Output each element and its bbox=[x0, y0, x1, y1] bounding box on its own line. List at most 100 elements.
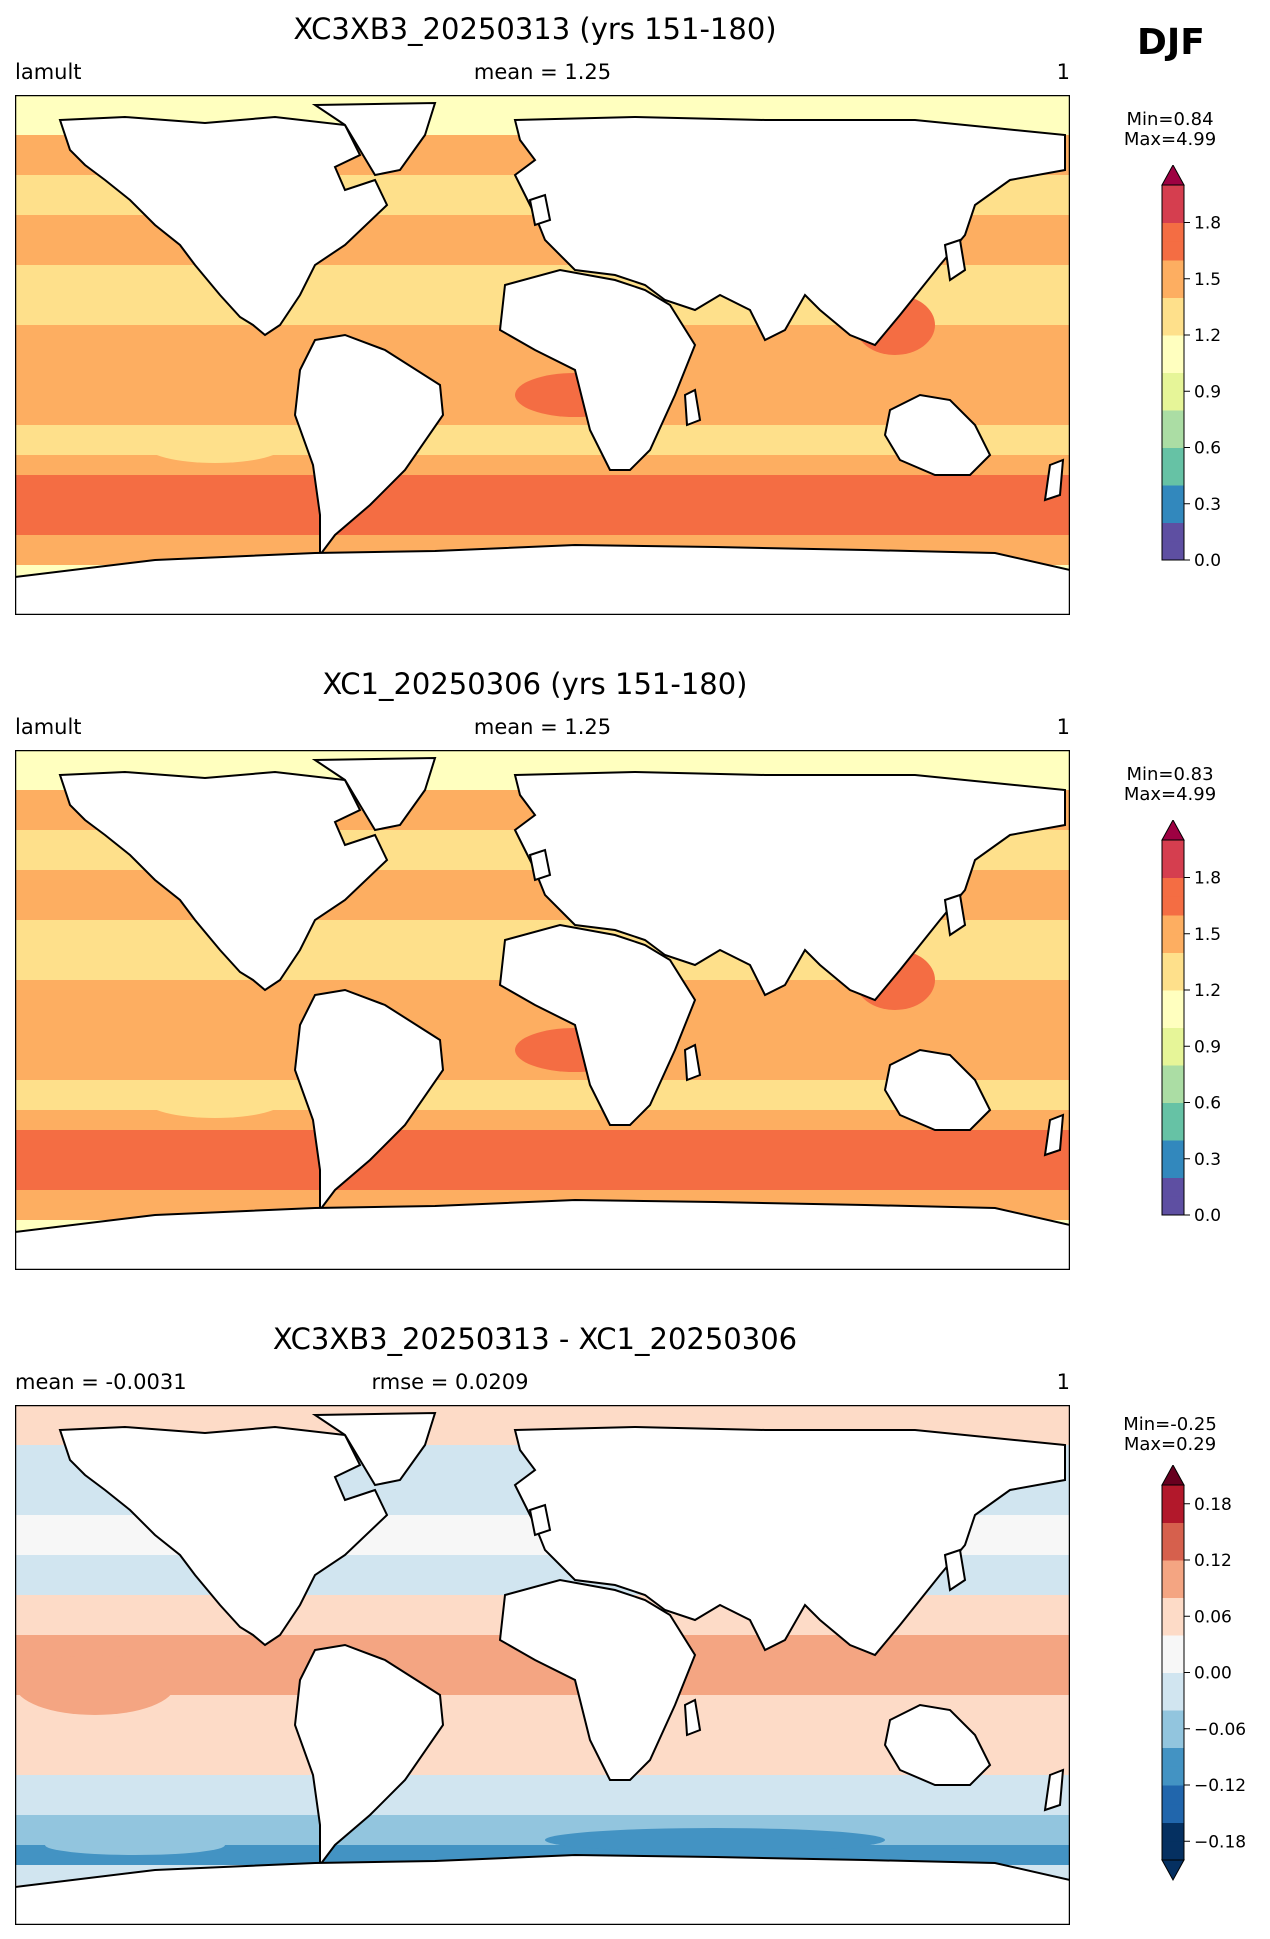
min-label: Min=0.83 bbox=[1126, 764, 1214, 785]
continent-japan bbox=[943, 238, 967, 282]
panel-mean-label: mean = -0.0031 bbox=[15, 1370, 187, 1394]
colorbar-segment bbox=[1162, 1541, 1184, 1561]
field-band bbox=[15, 1775, 1070, 1815]
colorbar-extend-max bbox=[1161, 820, 1185, 841]
map-frame bbox=[15, 750, 1070, 1270]
field-band bbox=[15, 1110, 1070, 1130]
continent-south-america bbox=[293, 988, 445, 1213]
continent-madagascar bbox=[683, 1043, 702, 1082]
colorbar-segment bbox=[1162, 503, 1184, 523]
colorbar-segment bbox=[1162, 1065, 1184, 1085]
colorbar-segment bbox=[1162, 952, 1184, 972]
colorbar-segment bbox=[1162, 1616, 1184, 1636]
colorbar-segment bbox=[1162, 1578, 1184, 1598]
colorbar-segment bbox=[1162, 840, 1184, 860]
colorbar-segment bbox=[1162, 1046, 1184, 1066]
colorbar-tick-label: 0.00 bbox=[1194, 1664, 1232, 1684]
colorbar-tick-label: 0.12 bbox=[1194, 1551, 1232, 1571]
continent-madagascar bbox=[683, 388, 702, 427]
min-label: Min=-0.25 bbox=[1123, 1414, 1217, 1435]
colorbar-extend-max bbox=[1161, 1465, 1185, 1486]
colorbar-segment bbox=[1162, 1522, 1184, 1542]
continent-antarctica bbox=[15, 1198, 1070, 1270]
colorbar-segment bbox=[1162, 297, 1184, 317]
continent-new-zealand bbox=[1043, 458, 1065, 502]
colorbar-segment bbox=[1162, 1597, 1184, 1617]
colorbar-segment bbox=[1162, 1158, 1184, 1178]
colorbar-segment bbox=[1162, 260, 1184, 280]
map-2 bbox=[15, 750, 1070, 1270]
continent-new-zealand bbox=[1043, 1113, 1065, 1157]
colorbar-tick-label: 1.8 bbox=[1194, 869, 1221, 889]
colorbar-segment bbox=[1162, 1728, 1184, 1748]
colorbar-extend-min bbox=[1161, 1859, 1185, 1882]
panel-title: XC1_20250306 (yrs 151-180) bbox=[322, 667, 748, 701]
colorbar-segment bbox=[1162, 335, 1184, 355]
field-band bbox=[15, 475, 1070, 535]
colorbar-tick-label: −0.18 bbox=[1194, 1832, 1246, 1852]
colorbar-segment bbox=[1162, 1140, 1184, 1160]
colorbar-segment bbox=[1162, 241, 1184, 261]
continent-uk bbox=[528, 1503, 552, 1537]
map-frame bbox=[15, 1405, 1070, 1925]
continent-japan bbox=[943, 1548, 967, 1592]
continent-madagascar bbox=[683, 1698, 702, 1737]
colorbar-segment bbox=[1162, 372, 1184, 392]
continent-greenland bbox=[311, 1411, 437, 1487]
colorbar-segment bbox=[1162, 877, 1184, 897]
colorbar-segment bbox=[1162, 1027, 1184, 1047]
colorbar-segment bbox=[1162, 466, 1184, 486]
colorbar-segment bbox=[1162, 1196, 1184, 1216]
colorbar-segment bbox=[1162, 1635, 1184, 1655]
colorbar-tick-label: 0.18 bbox=[1194, 1495, 1232, 1515]
colorbar-segment bbox=[1162, 485, 1184, 505]
colorbar-extend-max bbox=[1161, 165, 1185, 186]
colorbar-segment bbox=[1162, 522, 1184, 542]
min-label: Min=0.84 bbox=[1126, 109, 1214, 130]
panel-mean-label: mean = 1.25 bbox=[473, 715, 612, 739]
max-label: Max=4.99 bbox=[1123, 784, 1217, 805]
panel-rmse-label: rmse = 0.0209 bbox=[371, 1370, 529, 1394]
colorbar-tick-label: 0.9 bbox=[1194, 1037, 1221, 1057]
colorbar-tick-label: 1.2 bbox=[1194, 981, 1221, 1001]
colorbar-segment bbox=[1162, 1485, 1184, 1505]
colorbar-segment bbox=[1162, 990, 1184, 1010]
colorbar-segment bbox=[1162, 185, 1184, 205]
field-patch bbox=[15, 1655, 175, 1715]
colorbar-tick-label: 0.0 bbox=[1194, 1206, 1221, 1226]
colorbar-segment bbox=[1162, 915, 1184, 935]
colorbar-segment bbox=[1162, 541, 1184, 561]
continent-antarctica bbox=[15, 543, 1070, 615]
continent-australia bbox=[883, 1048, 992, 1131]
colorbar-segment bbox=[1162, 1121, 1184, 1141]
colorbar-tick-label: 1.2 bbox=[1194, 326, 1221, 346]
colorbar-segment bbox=[1162, 353, 1184, 373]
continent-africa bbox=[498, 923, 697, 1126]
colorbar-tick-label: 1.8 bbox=[1194, 214, 1221, 234]
colorbar-segment bbox=[1162, 222, 1184, 242]
colorbar-segment bbox=[1162, 278, 1184, 298]
colorbar-segment bbox=[1162, 1102, 1184, 1122]
map-3 bbox=[15, 1405, 1070, 1925]
colorbar-segment bbox=[1162, 203, 1184, 223]
colorbar-segment bbox=[1162, 1177, 1184, 1197]
colorbar-segment bbox=[1162, 1822, 1184, 1842]
continent-south-america bbox=[293, 333, 445, 558]
colorbar-tick-label: 0.9 bbox=[1194, 382, 1221, 402]
colorbar-tick-label: 0.0 bbox=[1194, 551, 1221, 571]
colorbar-segment bbox=[1162, 1691, 1184, 1711]
continent-japan bbox=[943, 893, 967, 937]
colorbar-tick-label: 0.3 bbox=[1194, 1150, 1221, 1170]
colorbar-segment bbox=[1162, 858, 1184, 878]
colorbar-segment bbox=[1162, 933, 1184, 953]
continent-uk bbox=[528, 848, 552, 882]
colorbar-segment bbox=[1162, 428, 1184, 448]
panel-level-label: 1 bbox=[1056, 1370, 1070, 1394]
max-label: Max=0.29 bbox=[1123, 1434, 1217, 1455]
colorbar-segment bbox=[1162, 971, 1184, 991]
colorbar-segment bbox=[1162, 1503, 1184, 1523]
field-patch bbox=[545, 1828, 885, 1852]
colorbar-segment bbox=[1162, 1008, 1184, 1028]
colorbar-segment bbox=[1162, 1560, 1184, 1580]
field-patch bbox=[145, 427, 285, 463]
